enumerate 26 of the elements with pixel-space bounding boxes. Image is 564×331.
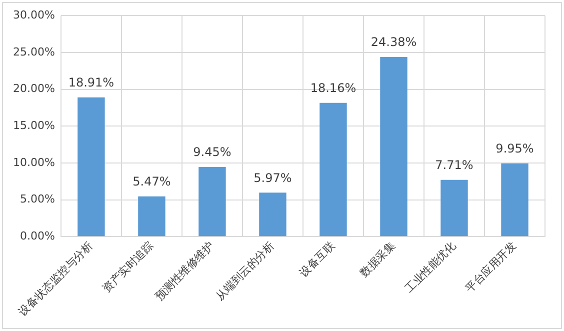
data-label: 9.95%	[496, 141, 534, 156]
x-tick-label: 设备互联	[297, 239, 338, 280]
data-label: 18.91%	[68, 75, 114, 90]
x-tick-label: 平台应用开发	[463, 239, 519, 296]
data-label: 18.16%	[310, 80, 356, 95]
y-tick-label: 20.00%	[12, 82, 55, 96]
bar	[501, 163, 528, 236]
y-tick-label: 10.00%	[12, 156, 55, 169]
x-tick-label: 数据采集	[358, 239, 398, 280]
data-label: 9.45%	[193, 145, 232, 160]
bar	[320, 102, 347, 236]
y-tick-label: 30.00%	[12, 8, 55, 22]
y-tick-label: 5.00%	[20, 192, 55, 206]
bar	[198, 167, 226, 236]
bar	[380, 57, 408, 236]
bar	[138, 196, 166, 236]
data-label: 5.47%	[132, 174, 171, 188]
x-tick-label: 工业性能优化	[402, 239, 458, 296]
data-label: 5.97%	[254, 170, 292, 185]
data-label: 7.71%	[435, 158, 474, 172]
data-label: 24.38%	[370, 35, 417, 50]
y-tick-label: 25.00%	[12, 45, 55, 58]
bar	[440, 180, 468, 236]
y-tick-label: 15.00%	[12, 118, 55, 132]
bar	[259, 192, 286, 236]
bar	[78, 97, 105, 236]
